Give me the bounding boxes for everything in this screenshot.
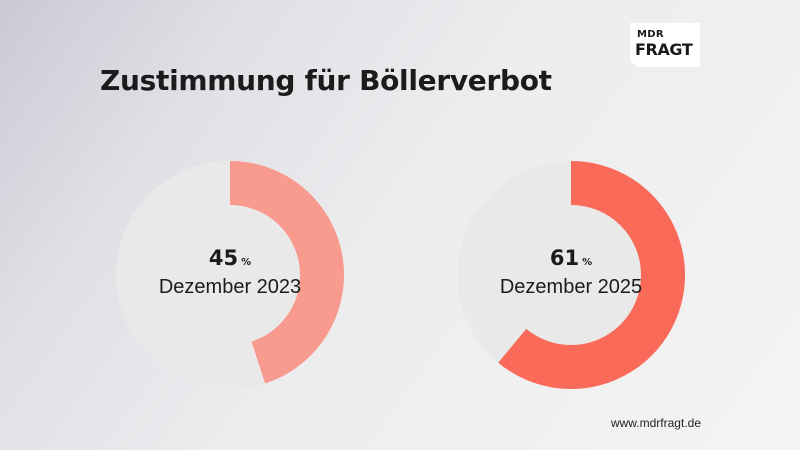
donut-arc-2025	[457, 161, 685, 389]
donut-label-2023: 45% Dezember 2023	[115, 244, 345, 300]
donut-chart-2023: 45% Dezember 2023	[115, 160, 345, 390]
logo-text-mdr: MDR	[637, 29, 664, 40]
donut-arc-2023	[116, 161, 344, 389]
value-label-2023: 45	[208, 246, 239, 270]
mdr-fragt-logo: MDR FRAGT	[630, 23, 700, 67]
unit-label-2025: %	[582, 257, 593, 268]
value-label-2025: 61	[549, 246, 580, 270]
unit-label-2023: %	[241, 257, 252, 268]
period-label-2023: Dezember 2023	[158, 276, 302, 298]
period-label-2025: Dezember 2025	[499, 276, 643, 298]
logo-text-fragt: FRAGT	[635, 40, 693, 59]
donut-svg-2023	[116, 161, 344, 389]
donut-svg-2025	[457, 161, 685, 389]
footer-url: www.mdrfragt.de	[610, 416, 701, 430]
chart-title: Zustimmung für Böllerverbot	[100, 64, 552, 97]
donut-chart-2025: 61% Dezember 2025	[456, 160, 686, 390]
donut-label-2025: 61% Dezember 2025	[456, 244, 686, 300]
